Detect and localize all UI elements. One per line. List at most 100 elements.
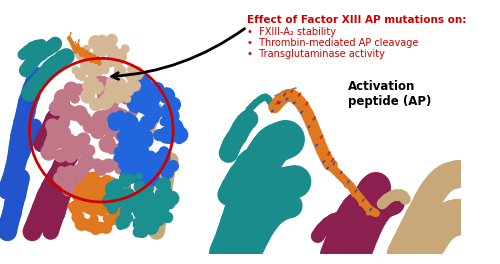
Circle shape [280, 97, 284, 101]
Circle shape [94, 190, 110, 205]
Circle shape [136, 173, 142, 179]
Circle shape [128, 126, 142, 140]
Circle shape [162, 186, 172, 195]
Circle shape [175, 135, 183, 144]
Circle shape [107, 77, 116, 86]
Circle shape [68, 203, 74, 209]
Circle shape [104, 201, 114, 211]
Circle shape [287, 93, 292, 97]
Circle shape [166, 97, 180, 112]
Circle shape [96, 79, 104, 87]
Circle shape [122, 164, 135, 177]
Circle shape [92, 191, 104, 205]
Circle shape [79, 50, 85, 55]
Circle shape [80, 190, 94, 204]
Circle shape [90, 215, 98, 223]
Circle shape [72, 207, 80, 215]
Circle shape [48, 127, 64, 143]
Circle shape [118, 151, 126, 159]
Circle shape [102, 159, 115, 172]
Circle shape [302, 106, 306, 110]
Circle shape [119, 189, 130, 200]
Circle shape [122, 113, 134, 125]
Circle shape [97, 200, 107, 210]
Circle shape [120, 196, 131, 208]
Circle shape [106, 182, 120, 196]
Circle shape [134, 205, 148, 219]
Circle shape [128, 175, 135, 183]
Circle shape [148, 163, 162, 176]
Circle shape [102, 194, 116, 208]
Circle shape [80, 195, 90, 206]
Circle shape [114, 144, 126, 155]
Circle shape [86, 172, 99, 185]
Circle shape [66, 144, 80, 159]
Circle shape [110, 45, 118, 53]
Circle shape [164, 197, 175, 209]
Circle shape [70, 137, 85, 152]
Circle shape [64, 82, 78, 96]
Circle shape [165, 118, 180, 133]
Circle shape [153, 197, 160, 204]
Circle shape [66, 173, 76, 182]
Circle shape [153, 213, 165, 225]
Circle shape [143, 186, 151, 194]
Circle shape [89, 86, 96, 93]
Circle shape [124, 197, 139, 212]
Circle shape [150, 159, 159, 168]
Circle shape [106, 200, 115, 210]
Circle shape [143, 131, 152, 140]
Circle shape [81, 150, 90, 160]
Circle shape [98, 40, 105, 46]
Circle shape [58, 134, 71, 148]
Circle shape [134, 167, 145, 178]
Circle shape [150, 205, 162, 216]
Circle shape [170, 120, 182, 132]
Circle shape [62, 106, 77, 120]
Circle shape [122, 165, 135, 179]
Circle shape [92, 159, 102, 169]
Circle shape [48, 124, 64, 140]
Circle shape [122, 113, 136, 127]
Circle shape [134, 155, 142, 163]
Circle shape [98, 179, 104, 186]
Circle shape [84, 145, 94, 156]
Circle shape [120, 190, 126, 197]
Circle shape [112, 189, 124, 201]
Circle shape [114, 189, 127, 202]
Circle shape [113, 86, 128, 100]
Circle shape [120, 196, 131, 206]
Circle shape [141, 189, 154, 202]
Circle shape [84, 80, 98, 93]
Circle shape [118, 197, 125, 204]
Circle shape [130, 91, 145, 107]
Circle shape [108, 204, 118, 214]
Circle shape [122, 147, 138, 163]
Circle shape [76, 218, 88, 230]
Circle shape [76, 191, 88, 204]
Circle shape [112, 91, 124, 103]
Circle shape [156, 200, 168, 213]
Circle shape [155, 189, 166, 201]
Circle shape [129, 97, 137, 106]
Circle shape [78, 113, 91, 126]
Circle shape [117, 114, 126, 123]
Text: •  Thrombin-mediated AP cleavage: • Thrombin-mediated AP cleavage [247, 38, 418, 48]
Circle shape [115, 66, 126, 77]
Circle shape [84, 121, 95, 133]
Circle shape [154, 201, 162, 209]
Text: •  Transglutaminase activity: • Transglutaminase activity [247, 49, 384, 59]
Circle shape [117, 222, 124, 229]
Circle shape [135, 75, 150, 91]
Circle shape [83, 81, 94, 92]
Circle shape [86, 118, 96, 128]
Circle shape [86, 182, 95, 191]
Circle shape [54, 90, 70, 106]
Circle shape [80, 64, 90, 74]
Circle shape [92, 39, 104, 50]
Circle shape [124, 153, 132, 161]
Circle shape [154, 202, 168, 216]
Circle shape [46, 119, 59, 132]
Circle shape [115, 164, 124, 174]
Circle shape [80, 159, 92, 170]
